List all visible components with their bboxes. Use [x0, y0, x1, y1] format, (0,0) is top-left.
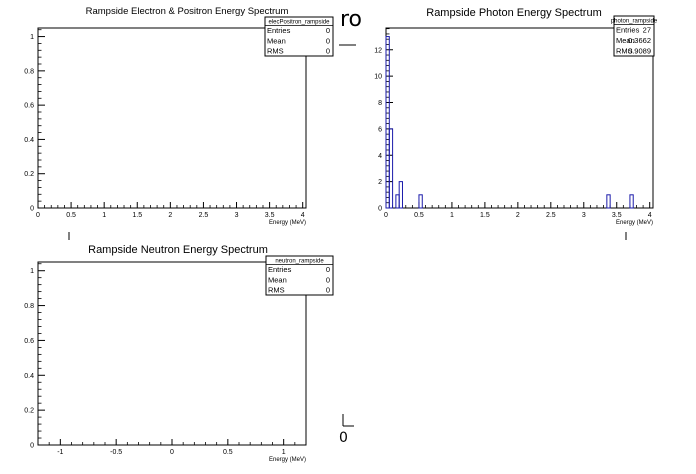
stats-value: 0 [326, 36, 330, 45]
stats-value: 0 [326, 47, 330, 56]
y-tick-label: 0.4 [24, 373, 34, 380]
x-tick-label: 3 [235, 212, 239, 219]
x-tick-label: 2 [168, 212, 172, 219]
overlap-fragment-text: ro [340, 7, 362, 32]
x-tick-label: 1 [282, 449, 286, 456]
stats-label: Mean [267, 36, 286, 45]
x-tick-label: 4 [648, 212, 652, 219]
y-tick-label: 10 [374, 74, 382, 81]
x-tick-label: -0.5 [110, 449, 122, 456]
histogram-bar [629, 194, 634, 209]
histogram-bar [398, 181, 403, 209]
plot-frame [37, 27, 307, 209]
y-tick-label: 0 [30, 443, 34, 450]
y-tick-label: 0 [378, 206, 382, 213]
stats-label: RMS [616, 47, 633, 56]
x-tick-label: 4 [301, 212, 305, 219]
stats-label: Entries [616, 26, 640, 35]
y-tick-label: 0.4 [24, 137, 34, 144]
x-tick-label: 1 [450, 212, 454, 219]
histogram-bar [418, 194, 423, 209]
x-tick-label: 0.5 [223, 449, 233, 456]
stats-value: 0.3662 [628, 36, 651, 45]
y-tick-label: 6 [378, 126, 382, 133]
stats-name: elecPositron_rampside [268, 20, 330, 26]
x-tick-label: 3 [582, 212, 586, 219]
chart-title: Rampside Neutron Energy Spectrum [88, 244, 268, 256]
y-tick-label: 1 [30, 268, 34, 275]
x-tick-label: 0.5 [414, 212, 424, 219]
x-tick-label: 0 [384, 212, 388, 219]
stats-value: 0 [326, 275, 330, 284]
x-tick-label: -1 [57, 449, 63, 456]
x-tick-label: 3.5 [265, 212, 275, 219]
y-tick-label: 0.6 [24, 338, 34, 345]
stats-value: 0 [326, 26, 330, 35]
x-axis-label: Energy (MeV) [269, 457, 306, 463]
stats-label: RMS [268, 286, 285, 295]
stats-label: Entries [268, 265, 292, 274]
stats-value: 0 [326, 286, 330, 295]
histogram-bar [388, 128, 394, 209]
stats-value: 0.9089 [628, 47, 651, 56]
stats-box [613, 15, 655, 57]
x-tick-label: 0 [36, 212, 40, 219]
stats-value: 27 [643, 26, 651, 35]
plot-frame [385, 27, 654, 209]
y-tick-label: 1 [30, 34, 34, 41]
stats-value: 0 [326, 265, 330, 274]
x-tick-label: 1.5 [480, 212, 490, 219]
overlap-fragment-text: 0 [339, 430, 348, 446]
y-tick-label: 0.6 [24, 103, 34, 110]
x-tick-label: 0 [170, 449, 174, 456]
stats-label: RMS [267, 47, 284, 56]
y-tick-label: 0 [30, 206, 34, 213]
x-tick-label: 1.5 [132, 212, 142, 219]
chart-title: Rampside Photon Energy Spectrum [426, 7, 601, 19]
y-tick-label: 12 [374, 47, 382, 54]
chart-title: Rampside Electron & Positron Energy Spec… [86, 6, 289, 17]
stats-name: photon_rampside [611, 19, 658, 25]
y-tick-label: 0.2 [24, 408, 34, 415]
x-axis-label: Energy (MeV) [616, 220, 653, 226]
histogram-bar [606, 194, 611, 209]
stats-box [264, 16, 334, 57]
x-axis-label: Energy (MeV) [269, 220, 306, 226]
x-tick-label: 2 [516, 212, 520, 219]
histogram-bar [385, 36, 390, 209]
y-tick-label: 8 [378, 100, 382, 107]
stats-label: Mean [616, 36, 635, 45]
x-tick-label: 1 [102, 212, 106, 219]
y-tick-label: 2 [378, 179, 382, 186]
stats-label: Entries [267, 26, 291, 35]
x-tick-label: 0.5 [66, 212, 76, 219]
x-tick-label: 3.5 [612, 212, 622, 219]
y-tick-label: 0.8 [24, 68, 34, 75]
x-tick-label: 2.5 [546, 212, 556, 219]
stats-name: neutron_rampside [275, 259, 324, 265]
y-tick-label: 0.2 [24, 171, 34, 178]
stats-box [265, 255, 334, 296]
y-tick-label: 0.8 [24, 303, 34, 310]
x-tick-label: 2.5 [199, 212, 209, 219]
stats-label: Mean [268, 275, 287, 284]
y-tick-label: 4 [378, 153, 382, 160]
